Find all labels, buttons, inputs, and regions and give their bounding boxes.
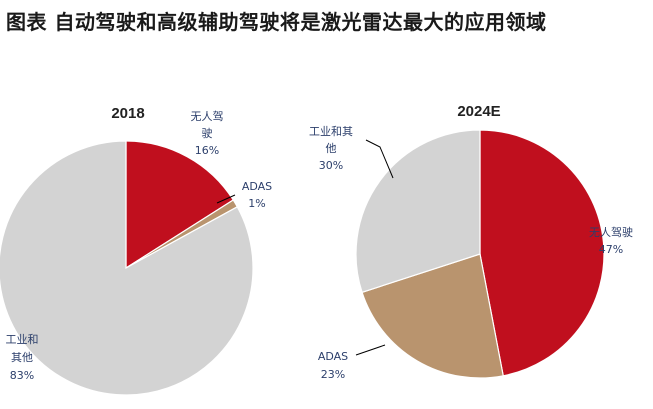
slice-pct-1-0: 47% [599, 243, 623, 256]
slice-pct-0-2: 83% [10, 369, 34, 382]
slice-pct-1-1: 23% [321, 368, 345, 381]
slice-label-0-0: 驶 [202, 126, 213, 140]
page-title: 图表 自动驾驶和高级辅助驾驶将是激光雷达最大的应用领域 [6, 10, 547, 34]
slice-label-1-2: 工业和其 [309, 125, 353, 138]
slice-label-1-2: 他 [326, 142, 337, 155]
slice-label-0-0: 无人驾 [191, 110, 224, 123]
pie-slice-1-2 [355, 129, 481, 294]
pie-slice-1-1 [361, 253, 504, 379]
leader-line-1-2 [365, 139, 394, 179]
slice-label-0-2: 其他 [11, 351, 33, 364]
pie-slice-1-0 [479, 129, 605, 377]
slice-pct-1-2: 30% [319, 159, 343, 172]
leader-line-1-1 [355, 344, 386, 356]
slice-label-1-1: ADAS [318, 350, 348, 363]
slice-label-0-1: ADAS [242, 180, 272, 193]
slice-label-0-2: 工业和 [6, 333, 39, 346]
slice-label-1-0: 无人驾驶 [589, 225, 633, 239]
slice-pct-0-0: 16% [195, 144, 219, 157]
slice-pct-0-1: 1% [248, 197, 265, 210]
pie-title-0: 2018 [111, 105, 144, 122]
leader-line-0-1 [216, 194, 236, 204]
pie-slice-0-2 [0, 140, 254, 396]
pie-title-1: 2024E [457, 103, 500, 120]
pie-slice-0-0 [125, 140, 235, 270]
